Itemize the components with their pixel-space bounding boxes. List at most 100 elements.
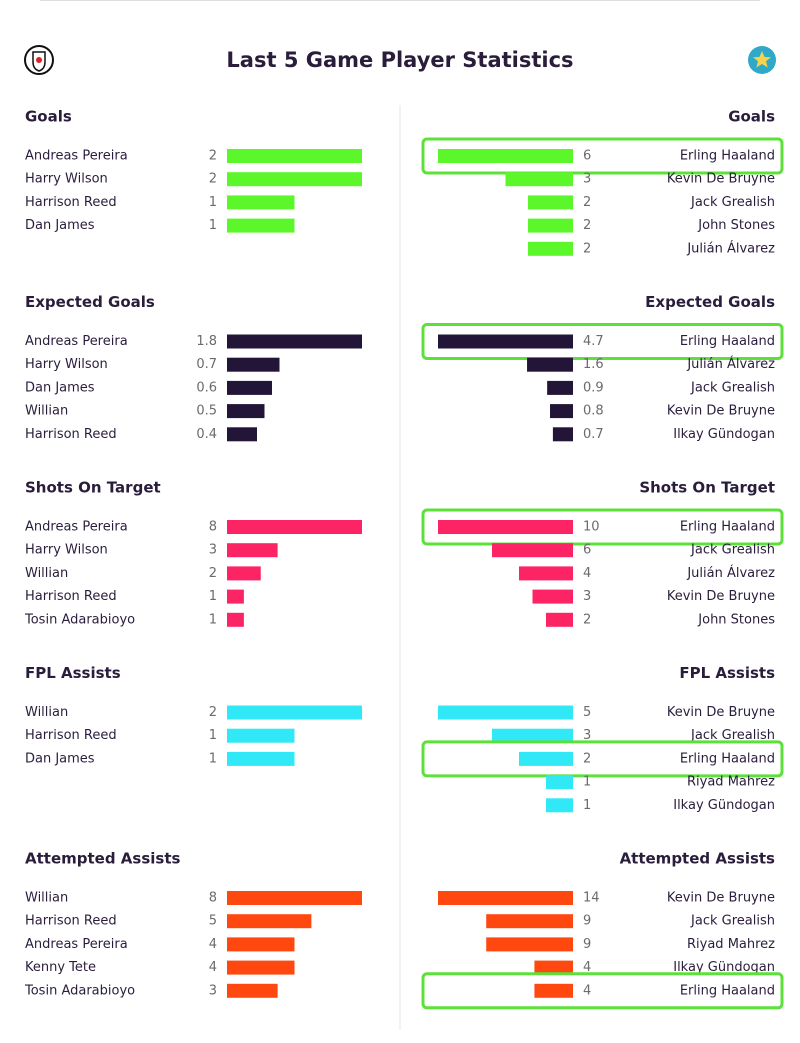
stat-value: 3 <box>583 172 591 187</box>
player-name: Jack Grealish <box>690 380 775 395</box>
stat-value: 2 <box>209 705 217 720</box>
player-name: Ilkay Gündogan <box>673 798 775 813</box>
stat-value: 2 <box>583 195 591 210</box>
stat-value: 9 <box>583 914 591 929</box>
stat-bar <box>492 728 573 743</box>
stat-value: 2 <box>209 566 217 581</box>
player-name: Willian <box>25 705 68 720</box>
stat-value: 3 <box>583 728 591 743</box>
stat-bar <box>546 775 573 790</box>
highlight-box <box>421 323 784 360</box>
player-name: Harry Wilson <box>25 172 108 187</box>
stat-value: 8 <box>209 520 217 535</box>
stat-value: 1 <box>209 589 217 604</box>
stat-bar <box>227 149 362 163</box>
player-name: Willian <box>25 891 68 906</box>
stat-value: 9 <box>583 937 591 952</box>
stat-bar <box>547 380 573 395</box>
stat-value: 6 <box>583 149 591 164</box>
section-title: FPL Assists <box>25 664 121 682</box>
stat-bar <box>227 612 244 627</box>
stat-bar <box>438 891 573 905</box>
stat-bar <box>227 520 362 534</box>
highlight-box <box>421 740 784 778</box>
player-name: Tosin Adarabioyo <box>24 612 135 627</box>
stat-value: 1 <box>209 612 217 627</box>
stat-bar <box>492 543 573 558</box>
stat-bar <box>546 612 573 627</box>
stat-bar <box>227 705 362 720</box>
player-name: John Stones <box>697 218 775 233</box>
player-name: Riyad Mahrez <box>687 775 775 790</box>
stat-value: 1 <box>583 775 591 790</box>
stat-bar <box>528 195 573 210</box>
stat-value: 10 <box>583 520 600 535</box>
favourite-icon[interactable] <box>748 46 776 74</box>
stat-bar <box>227 589 244 604</box>
highlight-box <box>421 972 784 1010</box>
stat-value: 0.5 <box>196 404 217 419</box>
stat-value: 2 <box>209 149 217 164</box>
stat-bar <box>527 357 573 372</box>
player-name: Riyad Mahrez <box>687 937 775 952</box>
player-name: Julián Álvarez <box>686 356 775 372</box>
stat-value: 2 <box>583 612 591 627</box>
stat-value: 0.8 <box>583 404 604 419</box>
player-name: Harry Wilson <box>25 357 108 372</box>
stat-bar <box>227 914 312 929</box>
player-name: Julián Álvarez <box>686 240 775 256</box>
stat-bar <box>532 589 573 604</box>
stat-value: 1 <box>209 195 217 210</box>
stat-value: 3 <box>209 983 217 998</box>
player-name: Tosin Adarabioyo <box>24 983 135 998</box>
stat-bar <box>227 728 295 743</box>
stat-bar <box>519 566 573 581</box>
player-name: Kevin De Bruyne <box>667 891 775 906</box>
stat-bar <box>546 798 573 813</box>
club-crest <box>24 45 54 75</box>
section-title: Attempted Assists <box>25 850 180 868</box>
section-title: Expected Goals <box>645 293 775 311</box>
player-name: Erling Haaland <box>680 751 775 766</box>
stat-value: 0.4 <box>196 427 217 442</box>
stat-value: 1.8 <box>196 334 217 349</box>
stat-bar <box>438 520 573 534</box>
stat-value: 1 <box>583 798 591 813</box>
stat-value: 4 <box>209 937 217 952</box>
stat-value: 5 <box>209 914 217 929</box>
section-title: Shots On Target <box>639 479 775 497</box>
stat-bar <box>486 914 573 929</box>
stat-bar <box>227 983 278 998</box>
player-name: Harrison Reed <box>25 589 117 604</box>
player-name: Erling Haaland <box>680 983 775 998</box>
stat-bar <box>227 543 278 558</box>
player-name: Ilkay Gündogan <box>673 960 775 975</box>
player-name: Erling Haaland <box>680 334 775 349</box>
stat-value: 0.7 <box>196 357 217 372</box>
section-title: Goals <box>25 108 72 126</box>
stat-value: 3 <box>209 543 217 558</box>
stat-bar <box>486 937 573 952</box>
player-name: Harrison Reed <box>25 728 117 743</box>
stat-bar <box>438 149 573 163</box>
stat-bar <box>227 891 362 905</box>
stat-bar <box>227 404 265 419</box>
stat-bar <box>438 705 573 720</box>
stat-bar <box>227 357 280 372</box>
stat-bar <box>227 218 295 233</box>
highlight-box <box>421 137 784 175</box>
stat-value: 14 <box>583 891 600 906</box>
section-title: Expected Goals <box>25 293 155 311</box>
stat-bar <box>550 404 573 419</box>
stat-value: 4 <box>583 960 591 975</box>
player-name: Willian <box>25 404 68 419</box>
player-name: Harrison Reed <box>25 195 117 210</box>
stat-bar <box>227 566 261 581</box>
stat-bar <box>519 751 573 766</box>
stat-bar <box>528 218 573 233</box>
stat-value: 8 <box>209 891 217 906</box>
player-name: Julián Álvarez <box>686 565 775 581</box>
stat-bar <box>227 334 362 349</box>
section-title: FPL Assists <box>679 664 775 682</box>
